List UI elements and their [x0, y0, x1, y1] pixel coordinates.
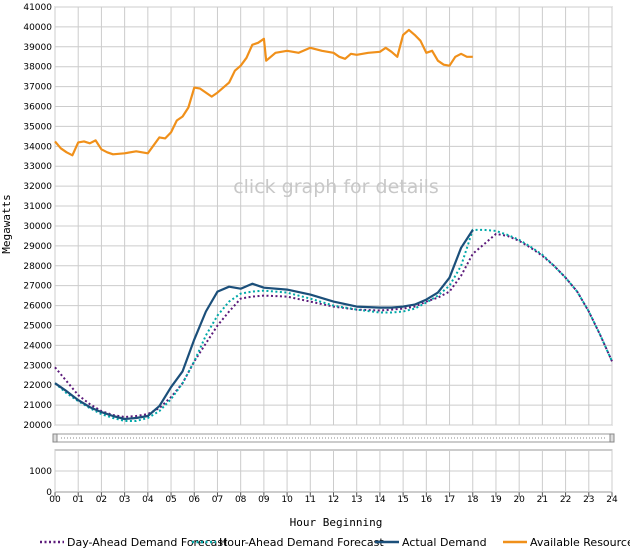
- series-layer: [54, 28, 613, 422]
- x-tick-label: 04: [142, 495, 154, 505]
- y-tick-label: 30000: [23, 222, 52, 232]
- x-tick-label: 11: [305, 495, 316, 505]
- x-tick-label: 16: [421, 495, 433, 505]
- x-tick-label: 24: [606, 495, 618, 505]
- x-tick-label: 01: [72, 495, 83, 505]
- navigator-right-handle[interactable]: [609, 433, 615, 443]
- x-tick-label: 22: [560, 495, 571, 505]
- y-tick-label: 36000: [23, 103, 52, 113]
- x-tick-label: 18: [467, 495, 479, 505]
- x-tick-label: 21: [537, 495, 548, 505]
- y-tick-label: 29000: [23, 242, 52, 252]
- range-navigator[interactable]: 1000 0: [29, 433, 615, 498]
- y-tick-label: 20000: [23, 421, 52, 431]
- y-tick-label: 31000: [23, 202, 52, 212]
- watermark-text[interactable]: click graph for details: [233, 176, 439, 198]
- y-tick-label: 23000: [23, 361, 52, 371]
- x-tick-label: 02: [96, 495, 107, 505]
- y-tick-label: 27000: [23, 282, 52, 292]
- y-axis-title: Megawatts: [0, 194, 13, 254]
- grid: [54, 6, 613, 497]
- x-tick-label: 17: [444, 495, 455, 505]
- x-tick-label: 13: [351, 495, 362, 505]
- y-tick-label: 24000: [23, 341, 52, 351]
- y-tick-label: 28000: [23, 262, 52, 272]
- y-tick-label: 41000: [23, 3, 52, 13]
- x-tick-label: 08: [235, 495, 247, 505]
- y-tick-label: 35000: [23, 122, 52, 132]
- x-tick-label: 05: [165, 495, 176, 505]
- series-line-0[interactable]: [54, 232, 613, 418]
- y-tick-label: 34000: [23, 142, 52, 152]
- y-tick-label: 38000: [23, 63, 52, 73]
- y-tick-label: 33000: [23, 162, 52, 172]
- navigator-tick-label: 0: [46, 488, 52, 498]
- x-tick-label: 23: [583, 495, 594, 505]
- x-tick-label: 03: [119, 495, 130, 505]
- x-tick-label: 19: [490, 495, 502, 505]
- navigator-scrollbar[interactable]: [54, 433, 613, 443]
- x-tick-label: 09: [258, 495, 270, 505]
- series-line-3[interactable]: [54, 28, 473, 157]
- y-tick-label: 40000: [23, 23, 52, 33]
- y-tick-labels: 20000 21000 22000 23000 24000 25000 26000 27000…: [23, 3, 52, 431]
- y-tick-label: 39000: [23, 43, 52, 53]
- x-tick-labels: 00 01 02 03 04 05 06 07 08 09 10 11 12 13 14 15 16 17 18 19…: [49, 495, 618, 505]
- legend-label-2: Actual Demand: [402, 536, 487, 549]
- y-tick-label: 25000: [23, 321, 52, 331]
- legend-label-1: Hour-Ahead Demand Forecast: [219, 536, 384, 549]
- x-tick-label: 15: [397, 495, 408, 505]
- x-axis-title: Hour Beginning: [290, 516, 383, 529]
- y-tick-label: 22000: [23, 381, 52, 391]
- y-tick-label: 21000: [23, 401, 52, 411]
- x-tick-label: 06: [189, 495, 201, 505]
- legend-label-0: Day-Ahead Demand Forecast: [67, 536, 228, 549]
- navigator-tick-label: 1000: [29, 467, 52, 477]
- y-tick-label: 37000: [23, 83, 52, 93]
- x-tick-label: 10: [281, 495, 293, 505]
- x-tick-label: 00: [49, 495, 61, 505]
- y-tick-label: 26000: [23, 302, 52, 312]
- x-tick-label: 14: [374, 495, 386, 505]
- x-tick-label: 07: [212, 495, 223, 505]
- x-tick-label: 12: [328, 495, 339, 505]
- navigator-left-handle[interactable]: [52, 433, 58, 443]
- series-line-2[interactable]: [54, 229, 474, 421]
- legend-label-3: Available Resources: [530, 536, 630, 549]
- x-tick-label: 20: [513, 495, 525, 505]
- y-tick-label: 32000: [23, 182, 52, 192]
